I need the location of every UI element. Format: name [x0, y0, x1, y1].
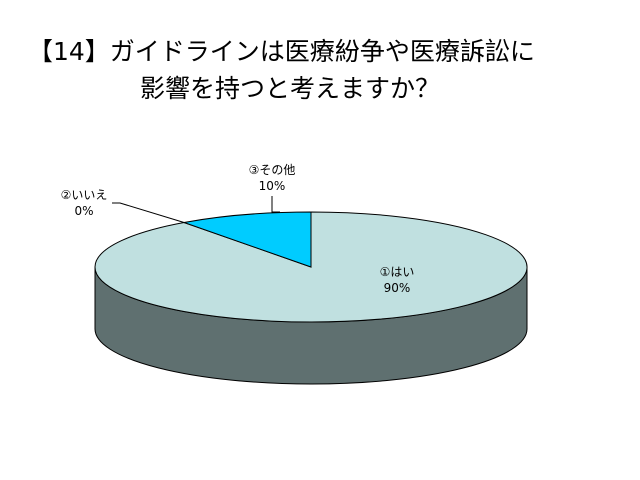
leader-line — [112, 202, 185, 223]
value-label: 0% — [74, 204, 93, 218]
leader-line — [271, 196, 280, 213]
pie-slice — [182, 211, 312, 268]
chart-title-line: 影響を持つと考えますか？ — [140, 74, 440, 103]
category-label: ②いいえ — [61, 188, 108, 202]
category-label: ③その他 — [249, 163, 296, 177]
value-label: 10% — [259, 179, 286, 193]
value-label: 90% — [384, 281, 411, 295]
chart-title-line: 【14】ガイドラインは医療紛争や医療訴訟に — [28, 37, 535, 66]
category-label: ①はい — [380, 265, 415, 279]
